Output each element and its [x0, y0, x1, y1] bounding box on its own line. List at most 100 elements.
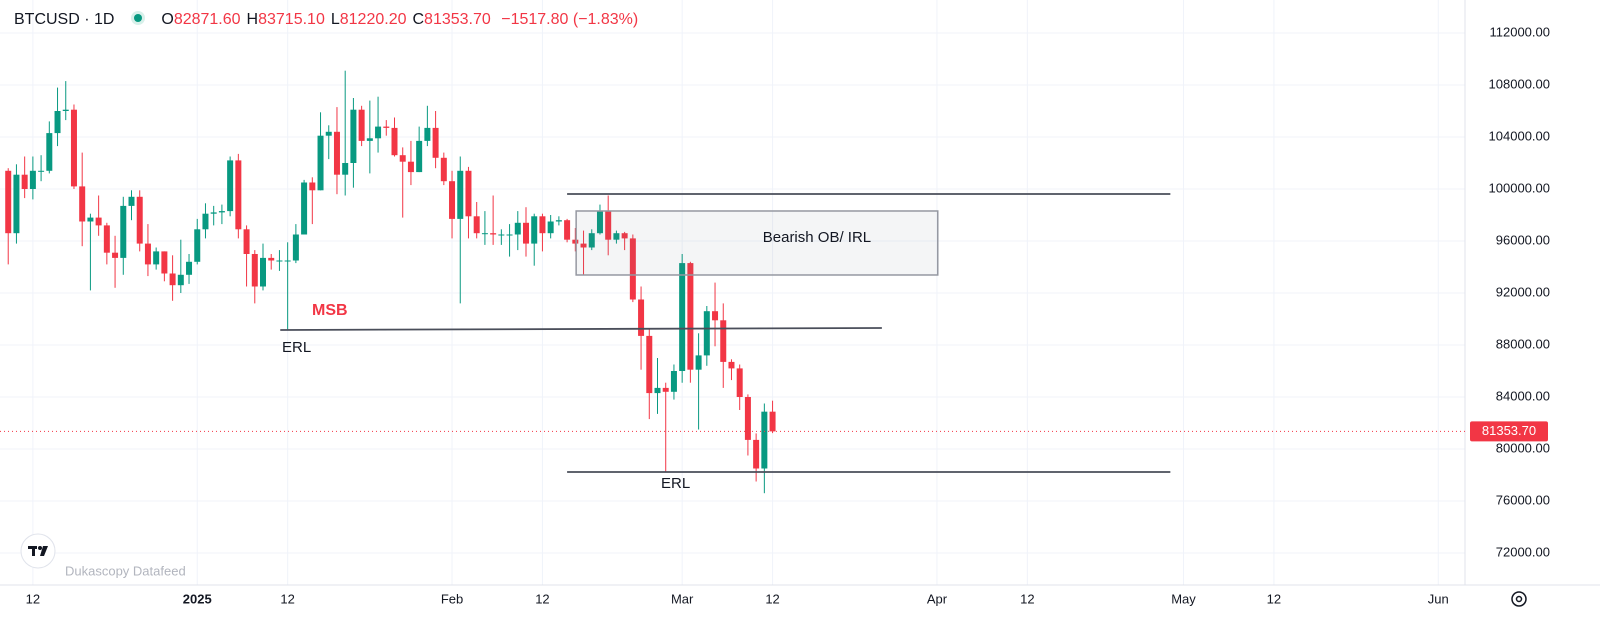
candle-body	[703, 311, 710, 356]
candle-body	[514, 222, 521, 235]
settings-icon[interactable]	[1511, 591, 1527, 607]
candle-body	[136, 196, 143, 244]
candle-body	[498, 234, 505, 236]
candle-body	[490, 233, 497, 235]
candle-body	[457, 170, 464, 219]
candle-body	[333, 131, 340, 175]
candle-body	[366, 138, 373, 141]
candle-body	[210, 212, 217, 214]
candle-body	[186, 261, 193, 275]
legend-header: BTCUSD · 1D O82871.60 H83715.10 L81220.20 C…	[14, 10, 638, 29]
candle-body	[153, 251, 160, 265]
candle-body	[407, 161, 414, 173]
candle-body	[695, 355, 702, 370]
candle-body	[21, 174, 28, 189]
candle-body	[112, 252, 119, 258]
candle-body	[87, 217, 94, 222]
candle-body	[169, 273, 176, 286]
candle-body	[638, 299, 645, 336]
y-tick-label: 76000.00	[1496, 492, 1550, 507]
candle-body	[144, 243, 151, 265]
candle-body	[440, 157, 447, 182]
y-tick-label: 72000.00	[1496, 544, 1550, 559]
candle-body	[103, 225, 110, 253]
candle-body	[605, 211, 612, 240]
last-price-box	[1470, 421, 1548, 442]
candle-body	[728, 361, 735, 369]
candle-body	[654, 387, 661, 394]
candle-body	[358, 109, 365, 141]
annotation: ERL	[661, 475, 690, 492]
order-block-box	[575, 210, 939, 276]
grid	[0, 0, 1465, 585]
x-tick-label: Feb	[441, 591, 463, 606]
y-tick-label: 96000.00	[1496, 232, 1550, 247]
candle-body	[424, 127, 431, 141]
y-tick-label: 84000.00	[1496, 388, 1550, 403]
candle-body	[260, 257, 267, 287]
candle-body	[227, 160, 234, 212]
candle-body	[161, 251, 168, 274]
candle-body	[596, 211, 603, 234]
x-tick-label: Apr	[927, 591, 948, 606]
candle-body	[120, 205, 127, 258]
candle-body	[268, 257, 275, 261]
candle-body	[243, 229, 250, 254]
candle-body	[736, 368, 743, 397]
candle-body	[202, 213, 209, 230]
candle-body	[720, 320, 727, 362]
candle-body	[292, 234, 299, 261]
candle-body	[194, 229, 201, 262]
candle-body	[46, 133, 53, 171]
candle-body	[177, 274, 184, 286]
y-tick-label: 88000.00	[1496, 336, 1550, 351]
candle-body	[523, 222, 530, 244]
x-tick-label: Mar	[671, 591, 694, 606]
candle-body	[613, 233, 620, 240]
field-key: O	[161, 11, 174, 28]
field-key: C	[412, 11, 425, 28]
annotation: ERL	[282, 339, 311, 356]
candle-body	[317, 135, 324, 191]
candle-body	[5, 170, 12, 234]
candle-body	[564, 220, 571, 240]
x-tick-label: 12	[1020, 591, 1034, 606]
x-tick-label: Jun	[1428, 591, 1449, 606]
source: Dukascopy Datafeed	[65, 563, 186, 578]
candle-body	[572, 239, 579, 244]
candle-body	[38, 170, 45, 172]
x-tick-label: 12	[280, 591, 294, 606]
level-line	[280, 327, 882, 331]
candle-body	[506, 234, 513, 236]
symbol: BTCUSD · 1D	[14, 11, 115, 28]
candle-body	[79, 186, 86, 222]
candle-body	[54, 110, 61, 134]
candle-body	[547, 221, 554, 234]
candle-body	[218, 211, 225, 213]
y-tick-label: 80000.00	[1496, 440, 1550, 455]
x-tick-label: 12	[535, 591, 549, 606]
candle-body	[70, 109, 77, 187]
candle-body	[350, 109, 357, 163]
candle-body	[301, 182, 308, 235]
candle-body	[662, 387, 669, 392]
x-tick-label: 2025	[183, 591, 212, 606]
candle-body	[473, 216, 480, 234]
x-tick-label: 12	[765, 591, 779, 606]
box-label: Bearish OB/ IRL	[763, 229, 871, 246]
candle-body	[235, 160, 242, 230]
status-dot	[130, 11, 145, 25]
candle-body	[588, 233, 595, 248]
candle-body	[342, 162, 349, 175]
candle-body	[432, 127, 439, 158]
candle-body	[744, 396, 751, 440]
field-value: 83715.10	[258, 11, 325, 28]
candle-body	[95, 217, 102, 226]
candle-body	[465, 170, 472, 217]
candle-body	[539, 216, 546, 234]
candle-body	[251, 253, 258, 287]
candle-body	[383, 126, 390, 128]
field-key: H	[246, 11, 259, 28]
